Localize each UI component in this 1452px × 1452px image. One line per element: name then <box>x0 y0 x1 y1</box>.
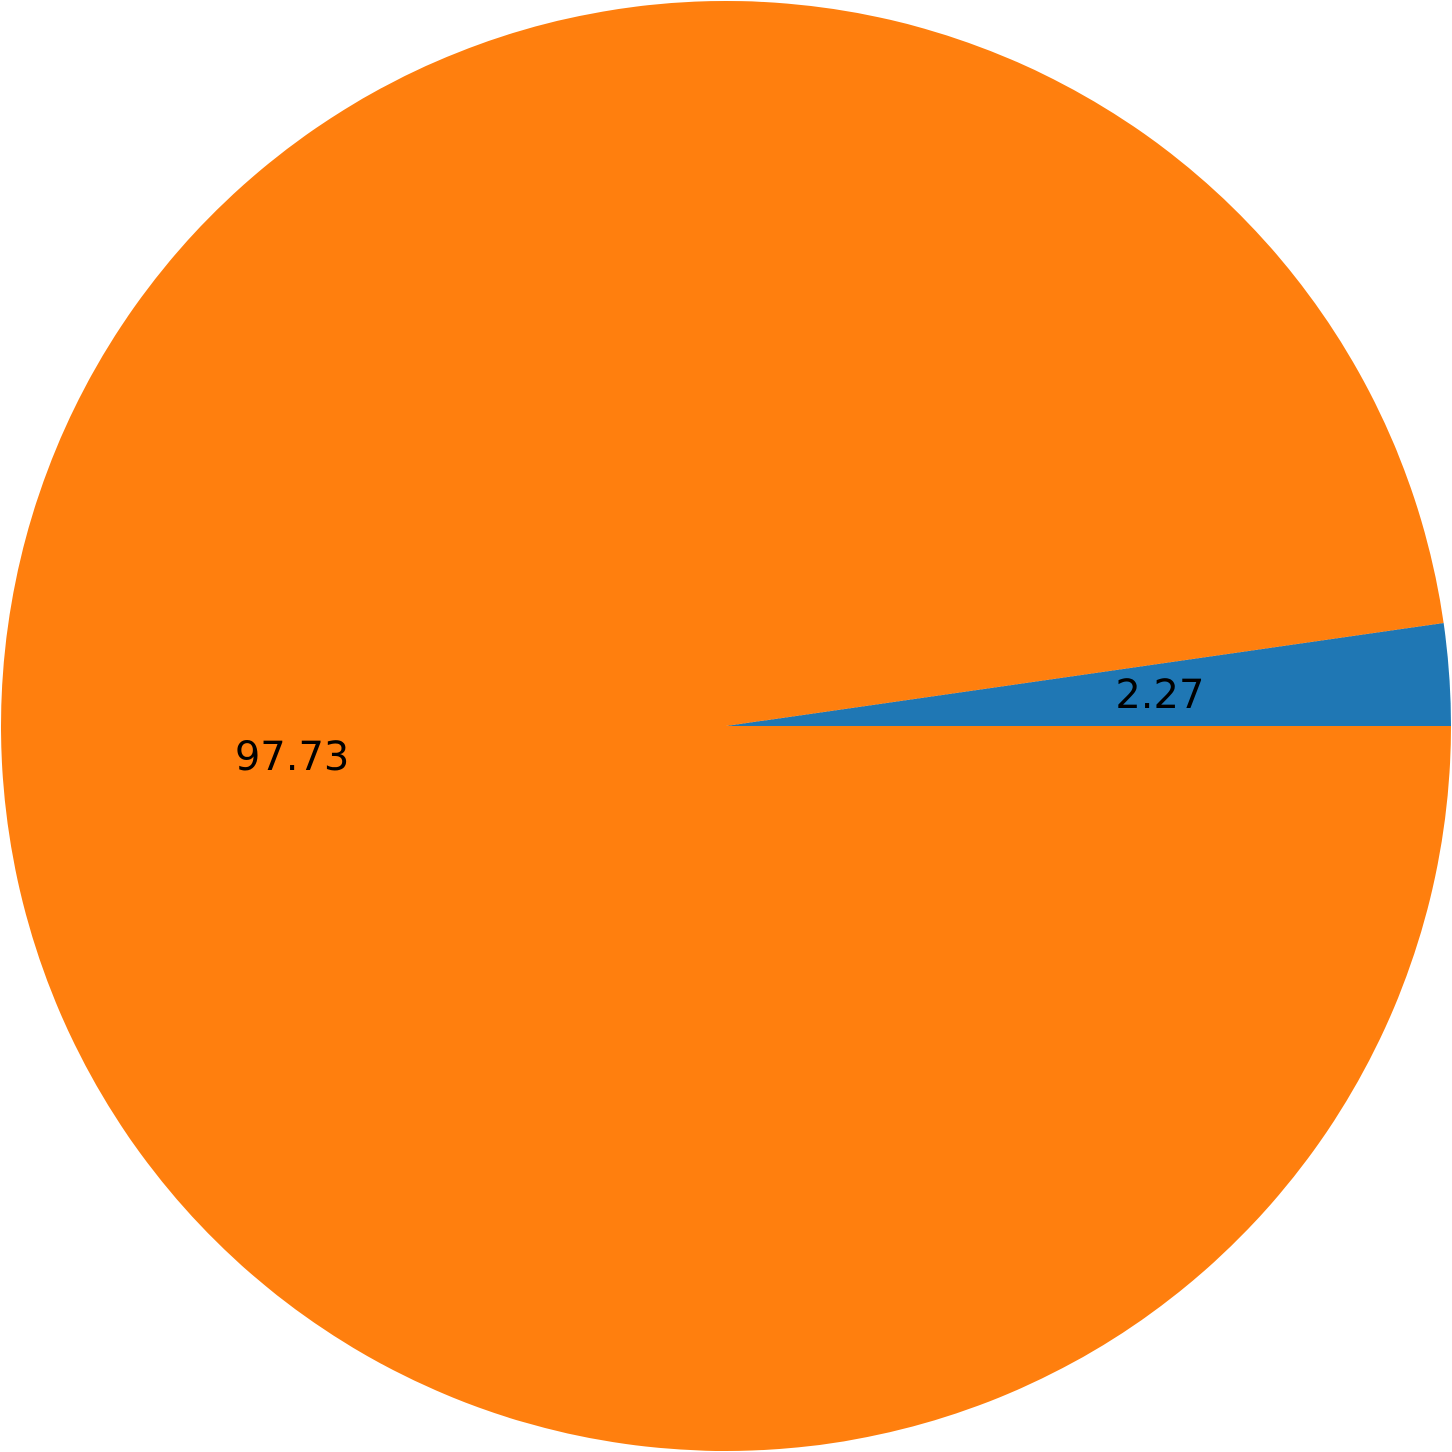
pie-slice-label-0: 2.27 <box>1115 672 1204 718</box>
pie-slice-0 <box>726 622 1451 726</box>
pie-labels: 2.27 97.73 <box>235 672 1205 780</box>
pie-slice-label-1: 97.73 <box>235 734 350 780</box>
